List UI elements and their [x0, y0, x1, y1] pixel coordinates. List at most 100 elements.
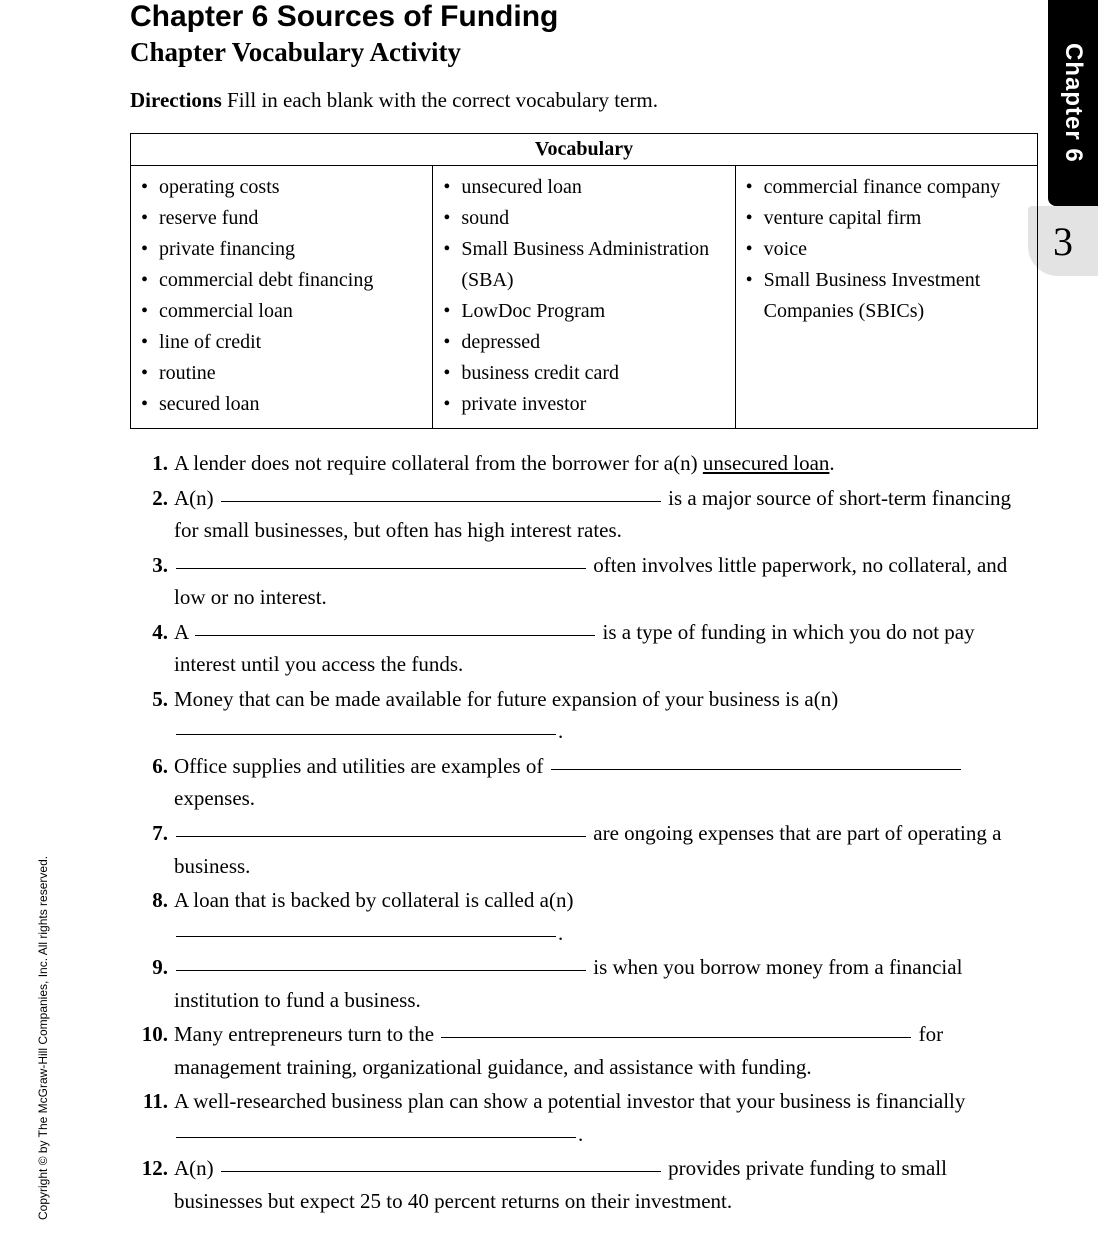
- vocab-col-2: •unsecured loan•sound•Small Business Adm…: [432, 166, 734, 428]
- vocab-item: •routine: [141, 358, 422, 389]
- bullet-icon: •: [443, 389, 461, 420]
- vocab-item: •unsecured loan: [443, 172, 724, 203]
- blank-input[interactable]: [441, 1018, 911, 1038]
- blank-input[interactable]: [176, 715, 556, 735]
- vocab-item: •Small Business Administration (SBA): [443, 234, 724, 296]
- vocab-term: private financing: [159, 234, 422, 265]
- q-text: A is a type of funding in which you do n…: [174, 616, 1038, 681]
- blank-input[interactable]: [195, 616, 595, 636]
- blank-input[interactable]: [176, 951, 586, 971]
- vocab-item: •Small Business Investment Companies (SB…: [746, 265, 1027, 327]
- vocab-item: •LowDoc Program: [443, 296, 724, 327]
- q-number: 7.: [134, 817, 174, 882]
- bullet-icon: •: [141, 327, 159, 358]
- vocab-term: commercial debt financing: [159, 265, 422, 296]
- bullet-icon: •: [141, 358, 159, 389]
- q-number: 3.: [134, 549, 174, 614]
- bullet-icon: •: [141, 234, 159, 265]
- blank-input[interactable]: [221, 482, 661, 502]
- vocab-term: secured loan: [159, 389, 422, 420]
- vocab-item: •reserve fund: [141, 203, 422, 234]
- bullet-icon: •: [141, 389, 159, 420]
- q-text: A well-researched business plan can show…: [174, 1085, 1038, 1150]
- vocab-item: •private financing: [141, 234, 422, 265]
- vocab-item: •commercial loan: [141, 296, 422, 327]
- vocab-term: private investor: [461, 389, 724, 420]
- blank-input[interactable]: [176, 1118, 576, 1138]
- q-text: Money that can be made available for fut…: [174, 683, 1038, 748]
- question-8: 8. A loan that is backed by collateral i…: [134, 884, 1038, 949]
- vocab-item: •line of credit: [141, 327, 422, 358]
- q-number: 8.: [134, 884, 174, 949]
- question-1: 1. A lender does not require collateral …: [134, 447, 1038, 480]
- vocab-term: routine: [159, 358, 422, 389]
- question-10: 10. Many entrepreneurs turn to the for m…: [134, 1018, 1038, 1083]
- q-text: Many entrepreneurs turn to the for manag…: [174, 1018, 1038, 1083]
- vocab-term: venture capital firm: [764, 203, 1027, 234]
- vocab-item: •venture capital firm: [746, 203, 1027, 234]
- vocab-item: •business credit card: [443, 358, 724, 389]
- directions-text: Fill in each blank with the correct voca…: [222, 88, 658, 112]
- blank-input[interactable]: [176, 817, 586, 837]
- vocab-item: •depressed: [443, 327, 724, 358]
- question-11: 11. A well-researched business plan can …: [134, 1085, 1038, 1150]
- vocab-term: Small Business Investment Companies (SBI…: [764, 265, 1027, 327]
- vocab-item: •sound: [443, 203, 724, 234]
- q-number: 5.: [134, 683, 174, 748]
- vocab-term: commercial finance company: [764, 172, 1027, 203]
- q-number: 1.: [134, 447, 174, 480]
- blank-input[interactable]: [221, 1153, 661, 1173]
- vocabulary-box: Vocabulary •operating costs•reserve fund…: [130, 133, 1038, 429]
- q-text: Office supplies and utilities are exampl…: [174, 750, 1038, 815]
- q-text: A lender does not require collateral fro…: [174, 447, 1038, 480]
- question-5: 5. Money that can be made available for …: [134, 683, 1038, 748]
- copyright-notice: Copyright © by The McGraw-Hill Companies…: [36, 856, 50, 1220]
- vocab-item: •commercial debt financing: [141, 265, 422, 296]
- vocab-item: •secured loan: [141, 389, 422, 420]
- vocab-term: unsecured loan: [461, 172, 724, 203]
- question-7: 7. are ongoing expenses that are part of…: [134, 817, 1038, 882]
- q-number: 2.: [134, 482, 174, 547]
- bullet-icon: •: [746, 234, 764, 265]
- activity-subtitle: Chapter Vocabulary Activity: [130, 37, 1038, 68]
- q-text: often involves little paperwork, no coll…: [174, 549, 1038, 614]
- question-2: 2. A(n) is a major source of short-term …: [134, 482, 1038, 547]
- q-text: A(n) provides private funding to small b…: [174, 1152, 1038, 1217]
- bullet-icon: •: [746, 203, 764, 234]
- vocab-term: voice: [764, 234, 1027, 265]
- vocabulary-header: Vocabulary: [131, 134, 1037, 166]
- vocab-term: line of credit: [159, 327, 422, 358]
- q-number: 10.: [134, 1018, 174, 1083]
- bullet-icon: •: [746, 172, 764, 203]
- question-12: 12. A(n) provides private funding to sma…: [134, 1152, 1038, 1217]
- chapter-title: Chapter 6 Sources of Funding: [130, 0, 1038, 33]
- q1-answer: unsecured loan: [703, 451, 830, 475]
- question-9: 9. is when you borrow money from a finan…: [134, 951, 1038, 1016]
- blank-input[interactable]: [176, 549, 586, 569]
- directions: Directions Fill in each blank with the c…: [130, 88, 1038, 113]
- question-3: 3. often involves little paperwork, no c…: [134, 549, 1038, 614]
- bullet-icon: •: [443, 203, 461, 234]
- q-text: is when you borrow money from a financia…: [174, 951, 1038, 1016]
- blank-input[interactable]: [176, 917, 556, 937]
- vocab-term: business credit card: [461, 358, 724, 389]
- question-4: 4. A is a type of funding in which you d…: [134, 616, 1038, 681]
- q-text: A(n) is a major source of short-term fin…: [174, 482, 1038, 547]
- vocab-item: •private investor: [443, 389, 724, 420]
- bullet-icon: •: [141, 203, 159, 234]
- bullet-icon: •: [141, 172, 159, 203]
- bullet-icon: •: [443, 172, 461, 203]
- bullet-icon: •: [443, 296, 461, 327]
- bullet-icon: •: [141, 265, 159, 296]
- vocab-term: depressed: [461, 327, 724, 358]
- vocab-item: •voice: [746, 234, 1027, 265]
- q-number: 11.: [134, 1085, 174, 1150]
- vocab-col-3: •commercial finance company•venture capi…: [735, 166, 1037, 428]
- q-number: 4.: [134, 616, 174, 681]
- bullet-icon: •: [443, 234, 461, 265]
- blank-input[interactable]: [551, 750, 961, 770]
- q-number: 6.: [134, 750, 174, 815]
- bullet-icon: •: [443, 358, 461, 389]
- q-text: A loan that is backed by collateral is c…: [174, 884, 1038, 949]
- q-number: 12.: [134, 1152, 174, 1217]
